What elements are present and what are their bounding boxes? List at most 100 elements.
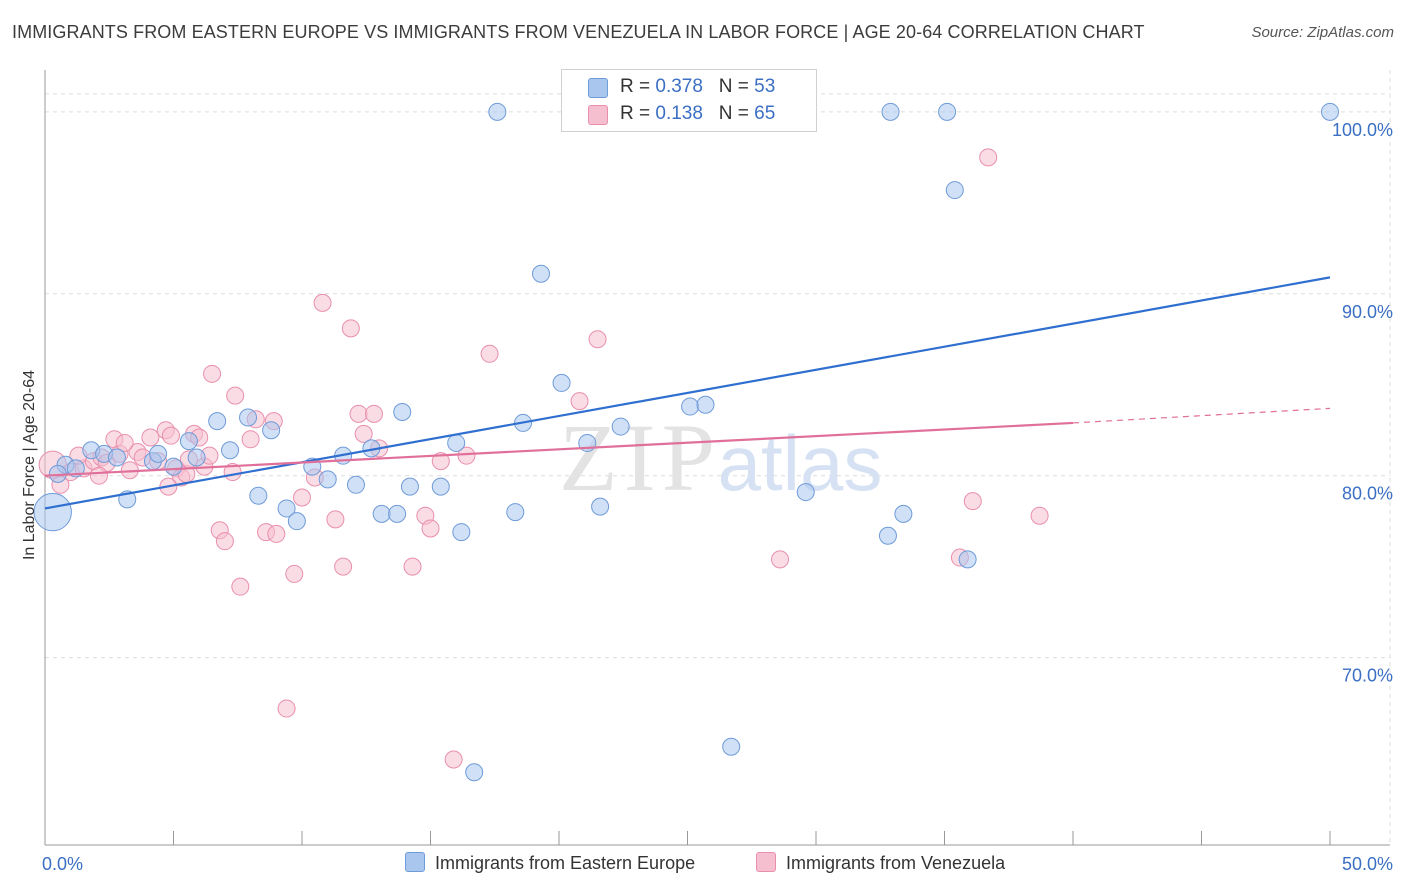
legend-n-label: N = <box>718 76 749 97</box>
trend-line-venezuela-extension <box>1072 407 1331 424</box>
trend-lines <box>44 276 1331 510</box>
data-point-eastern-europe <box>488 102 507 121</box>
data-point-venezuela <box>771 550 790 569</box>
data-point-eastern-europe <box>393 403 412 422</box>
data-point-eastern-europe <box>532 264 551 283</box>
legend-swatch-pink <box>588 105 608 125</box>
data-point-venezuela <box>480 344 499 363</box>
trend-line-venezuela <box>44 421 1074 477</box>
data-point-venezuela <box>313 293 332 312</box>
data-point-eastern-europe <box>938 102 957 121</box>
data-point-venezuela <box>293 488 311 507</box>
data-point-venezuela <box>334 557 353 576</box>
bottom-legend-label: Immigrants from Venezuela <box>786 853 1006 873</box>
data-point-eastern-europe <box>894 504 913 523</box>
legend-n-label: N = <box>718 103 749 124</box>
data-point-eastern-europe <box>318 470 337 489</box>
watermark: ZIP atlas <box>559 404 882 511</box>
bottom-legend-swatch-blue <box>405 852 425 872</box>
bottom-legend-venezuela: Immigrants from Venezuela <box>756 852 1005 874</box>
data-point-eastern-europe <box>452 523 471 542</box>
data-point-venezuela <box>226 386 245 405</box>
tick-labels: 70.0% 80.0% 90.0% 100.0% 0.0% 50.0% <box>42 120 1393 874</box>
series-eastern-europe-points <box>33 102 1339 782</box>
y-tick-label: 70.0% <box>1342 666 1393 686</box>
data-point-eastern-europe <box>945 181 964 200</box>
data-point-eastern-europe <box>506 503 525 522</box>
data-point-eastern-europe <box>388 504 407 523</box>
data-point-eastern-europe <box>262 421 281 440</box>
data-point-venezuela <box>285 564 304 583</box>
stats-legend: R = 0.378 N = 53 R = 0.138 N = 65 <box>561 69 817 132</box>
data-point-eastern-europe <box>400 477 419 496</box>
data-point-venezuela <box>354 424 373 443</box>
data-point-venezuela <box>115 433 134 452</box>
data-point-eastern-europe <box>611 417 630 436</box>
data-point-eastern-europe <box>249 486 268 505</box>
data-point-eastern-europe <box>681 397 700 416</box>
data-point-eastern-europe <box>208 412 227 431</box>
legend-swatch-blue <box>588 78 608 98</box>
series-venezuela-points <box>38 148 1049 769</box>
data-point-eastern-europe <box>346 475 365 494</box>
y-tick-label: 80.0% <box>1342 484 1393 504</box>
x-tick-label: 50.0% <box>1342 854 1393 874</box>
data-point-venezuela <box>1030 506 1049 525</box>
data-point-venezuela <box>341 319 360 338</box>
data-point-eastern-europe <box>696 395 715 414</box>
legend-n-value: 65 <box>754 103 776 124</box>
data-point-eastern-europe <box>187 448 206 467</box>
data-point-venezuela <box>326 510 345 529</box>
data-point-eastern-europe <box>287 512 306 531</box>
x-tick-label: 0.0% <box>42 854 83 874</box>
data-point-venezuela <box>570 392 589 411</box>
gridlines <box>45 70 1391 845</box>
data-point-eastern-europe <box>881 102 900 121</box>
data-point-venezuela <box>141 428 160 447</box>
bottom-legend-swatch-pink <box>756 852 776 872</box>
data-point-venezuela <box>241 430 260 449</box>
source-credit: Source: ZipAtlas.com <box>1251 24 1394 41</box>
y-tick-label: 90.0% <box>1342 302 1393 322</box>
data-point-eastern-europe <box>465 763 484 782</box>
legend-r-value: 0.378 <box>655 76 703 97</box>
legend-r-label: R = <box>620 103 651 124</box>
data-point-venezuela <box>89 466 108 485</box>
data-point-venezuela <box>349 404 368 423</box>
bottom-legend-label: Immigrants from Eastern Europe <box>435 853 696 873</box>
data-point-eastern-europe <box>164 457 183 476</box>
legend-n-value: 53 <box>754 76 776 97</box>
data-point-eastern-europe <box>431 477 450 496</box>
data-point-eastern-europe <box>149 444 168 463</box>
data-point-eastern-europe <box>958 550 977 569</box>
data-point-venezuela <box>963 492 982 511</box>
data-point-eastern-europe <box>878 526 897 545</box>
data-point-venezuela <box>267 524 286 543</box>
data-point-venezuela <box>161 426 180 445</box>
data-point-venezuela <box>231 577 250 596</box>
bottom-legend-eastern-europe: Immigrants from Eastern Europe <box>405 852 695 874</box>
data-point-venezuela <box>364 404 383 423</box>
watermark-zip: ZIP <box>559 404 721 511</box>
y-tick-label: 100.0% <box>1332 120 1393 140</box>
data-point-venezuela <box>203 364 222 383</box>
legend-r-label: R = <box>620 76 651 97</box>
data-point-venezuela <box>215 532 234 551</box>
data-point-eastern-europe <box>796 483 815 502</box>
data-point-venezuela <box>431 452 450 471</box>
data-point-eastern-europe <box>277 499 296 518</box>
data-point-eastern-europe <box>722 737 741 756</box>
data-point-venezuela <box>421 519 440 538</box>
data-point-eastern-europe <box>372 504 391 523</box>
data-point-venezuela <box>588 330 607 349</box>
data-point-eastern-europe <box>1321 102 1339 121</box>
trend-line-eastern-europe <box>44 276 1331 510</box>
legend-r-value: 0.138 <box>655 103 703 124</box>
data-point-eastern-europe <box>107 448 126 467</box>
data-point-eastern-europe <box>552 373 571 392</box>
data-point-eastern-europe <box>33 492 72 532</box>
data-point-venezuela <box>979 148 998 167</box>
data-point-venezuela <box>403 557 422 576</box>
data-point-eastern-europe <box>239 408 258 427</box>
data-point-eastern-europe <box>591 497 610 516</box>
